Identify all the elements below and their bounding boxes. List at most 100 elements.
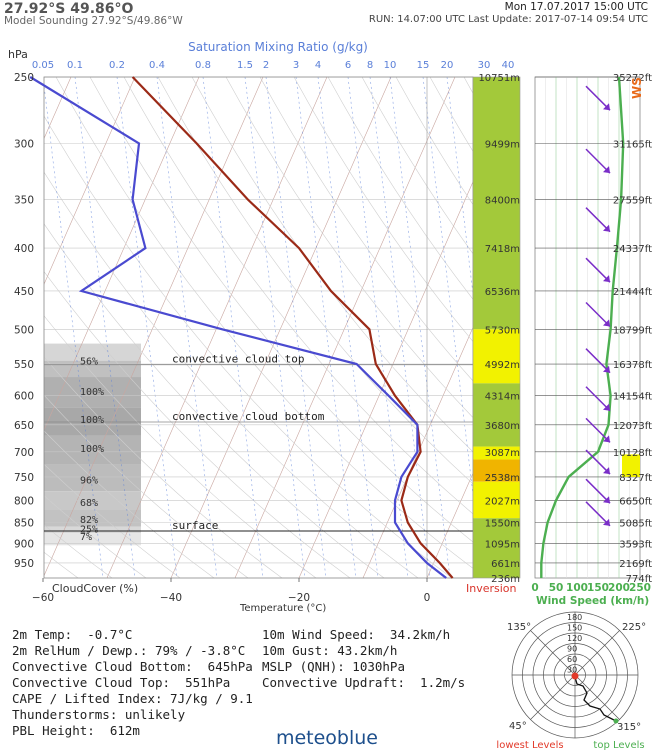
stat-left-line: Convective Cloud Top: 551hPa: [12, 675, 231, 690]
height-m-label: 1095m: [485, 539, 520, 550]
wind-speed-tick: 0: [531, 582, 538, 594]
stat-left-line: 2m Temp: -0.7°C: [12, 627, 133, 642]
grid-lines: [44, 77, 473, 578]
inversion-frame: [472, 76, 521, 579]
stat-left-line: Convective Cloud Bottom: 645hPa: [12, 659, 253, 674]
lowest-levels-label: lowest Levels: [496, 740, 563, 750]
wind-barb-head: [603, 224, 610, 232]
wind-barb-head: [603, 275, 610, 283]
adiabat-line: [327, 77, 473, 300]
pressure-tick: 950: [14, 558, 34, 570]
cloudcover-value: 100%: [80, 415, 104, 426]
adiabat-line: [44, 270, 351, 578]
mixing-ratio-tick: 2: [263, 60, 269, 71]
pressure-tick: 750: [14, 472, 34, 484]
conv-bottom-text: convective cloud bottom: [172, 410, 325, 423]
header-subtitle: Model Sounding 27.92°S/49.86°W: [4, 15, 183, 27]
stat-left-line: PBL Height: 612m: [12, 723, 140, 738]
header-coords: 27.92°S 49.86°O: [4, 1, 134, 17]
mixing-ratio-ticks: 0.05 0.1 0.2 0.4 0.8 1.5 2 3 4 6 8 10 15 20 30 40: [32, 60, 515, 71]
wind-barb-head: [603, 365, 610, 373]
dewpoint-line: [29, 76, 447, 579]
height-m-label: 3680m: [485, 421, 520, 432]
mixing-ratio-line: [244, 77, 306, 578]
cloudcover-value: 100%: [80, 387, 104, 398]
wind-barb-head: [603, 467, 610, 475]
height-ft-label: 16378ft: [613, 360, 652, 371]
adiabat-line: [44, 356, 283, 578]
cloud-band: [44, 435, 141, 465]
mixing-ratio-tick: 10: [384, 60, 397, 71]
height-m-label: 4992m: [485, 360, 520, 371]
stat-right-line: Convective Updraft: 1.2m/s: [262, 675, 466, 690]
mixing-ratio-line: [116, 77, 178, 578]
wind-barb-head: [603, 496, 610, 504]
temperature-axis-label: Temperature (°C): [239, 603, 326, 614]
adiabat-line: [157, 77, 473, 485]
pressure-tick: 700: [14, 447, 34, 459]
stat-right-line: MSLP (QNH): 1030hPa: [262, 659, 405, 674]
height-ft-label: 6650ft: [619, 496, 652, 507]
hodograph-direction: 315°: [617, 722, 641, 733]
main-plot: surface convective cloud top convective cl…: [29, 73, 521, 585]
inversion-band: [473, 77, 520, 330]
height-ft-label: 21444ft: [613, 287, 652, 298]
height-ft-label: 18799ft: [613, 325, 652, 336]
stat-left-line: 2m RelHum / Dewp.: 79% / -3.8°C: [12, 643, 246, 658]
height-ft-label: 27559ft: [613, 195, 652, 206]
cloud-band: [44, 343, 141, 361]
height-m-label: 661m: [491, 559, 520, 570]
hodograph-ring-label: 180: [567, 613, 582, 622]
wind-barb-head: [603, 518, 610, 526]
cloudcover-label: CloudCover (%): [52, 582, 138, 595]
height-ft-label: 14154ft: [613, 392, 652, 403]
hodograph-end: [613, 718, 619, 724]
hpa-label: hPa: [8, 48, 28, 61]
wind-barb-head: [603, 435, 610, 443]
mixing-ratio-line: [347, 77, 409, 578]
inversion-band: [473, 518, 520, 578]
mixing-ratio-tick: 40: [502, 60, 515, 71]
isotherm-line: [170, 77, 392, 578]
hodograph-direction: 45°: [509, 721, 527, 732]
stat-left-line: CAPE / Lifted Index: 7J/kg / 9.1: [12, 691, 253, 706]
adiabat-line: [191, 77, 473, 453]
mixing-ratio-line: [265, 77, 327, 578]
mixing-ratio-tick: 0.2: [109, 60, 125, 71]
pressure-tick: 300: [14, 138, 34, 150]
height-m-label: 7418m: [485, 244, 520, 255]
height-ft-label: 3593ft: [619, 539, 652, 550]
mixing-ratio-line: [156, 77, 218, 578]
mixing-ratio-tick: 20: [441, 60, 454, 71]
inversion-label: Inversion: [466, 582, 517, 595]
height-ft-label: 24337ft: [613, 244, 652, 255]
hodograph-ring-label: 90: [567, 645, 577, 654]
header-run: RUN: 14.07:00 UTC Last Update: 2017-07-1…: [369, 14, 648, 25]
mixing-ratio-line: [389, 77, 451, 578]
mixing-ratio-line: [369, 77, 431, 578]
temperature-tick: 0: [424, 592, 431, 604]
conv-top-text: convective cloud top: [172, 353, 304, 366]
pressure-tick: 500: [14, 324, 34, 336]
mixing-ratio-tick: 1.5: [237, 60, 253, 71]
wind-barb-head: [603, 403, 610, 411]
adiabat-line: [44, 394, 249, 578]
hodograph-trace: [574, 676, 617, 722]
isotherm-line: [426, 472, 473, 578]
isotherm-line: [44, 77, 136, 285]
height-ft-label: 35272ft: [613, 73, 652, 84]
height-ft-label: 31165ft: [613, 139, 652, 150]
inversion-band: [473, 329, 520, 384]
inversion-band: [473, 459, 520, 482]
wind-plot: 35272ft 31165ft 27559ft 24337ft 21444ft 18799…: [531, 73, 652, 594]
height-m-label: 1550m: [485, 518, 520, 529]
pressure-tick: 400: [14, 243, 34, 255]
wind-barb-head: [603, 319, 610, 327]
adiabat-line: [225, 77, 473, 418]
temperature-tick: −60: [32, 592, 54, 604]
mixing-ratio-line: [295, 77, 357, 578]
cloud-band: [44, 533, 141, 546]
pressure-tick: 350: [14, 194, 34, 206]
